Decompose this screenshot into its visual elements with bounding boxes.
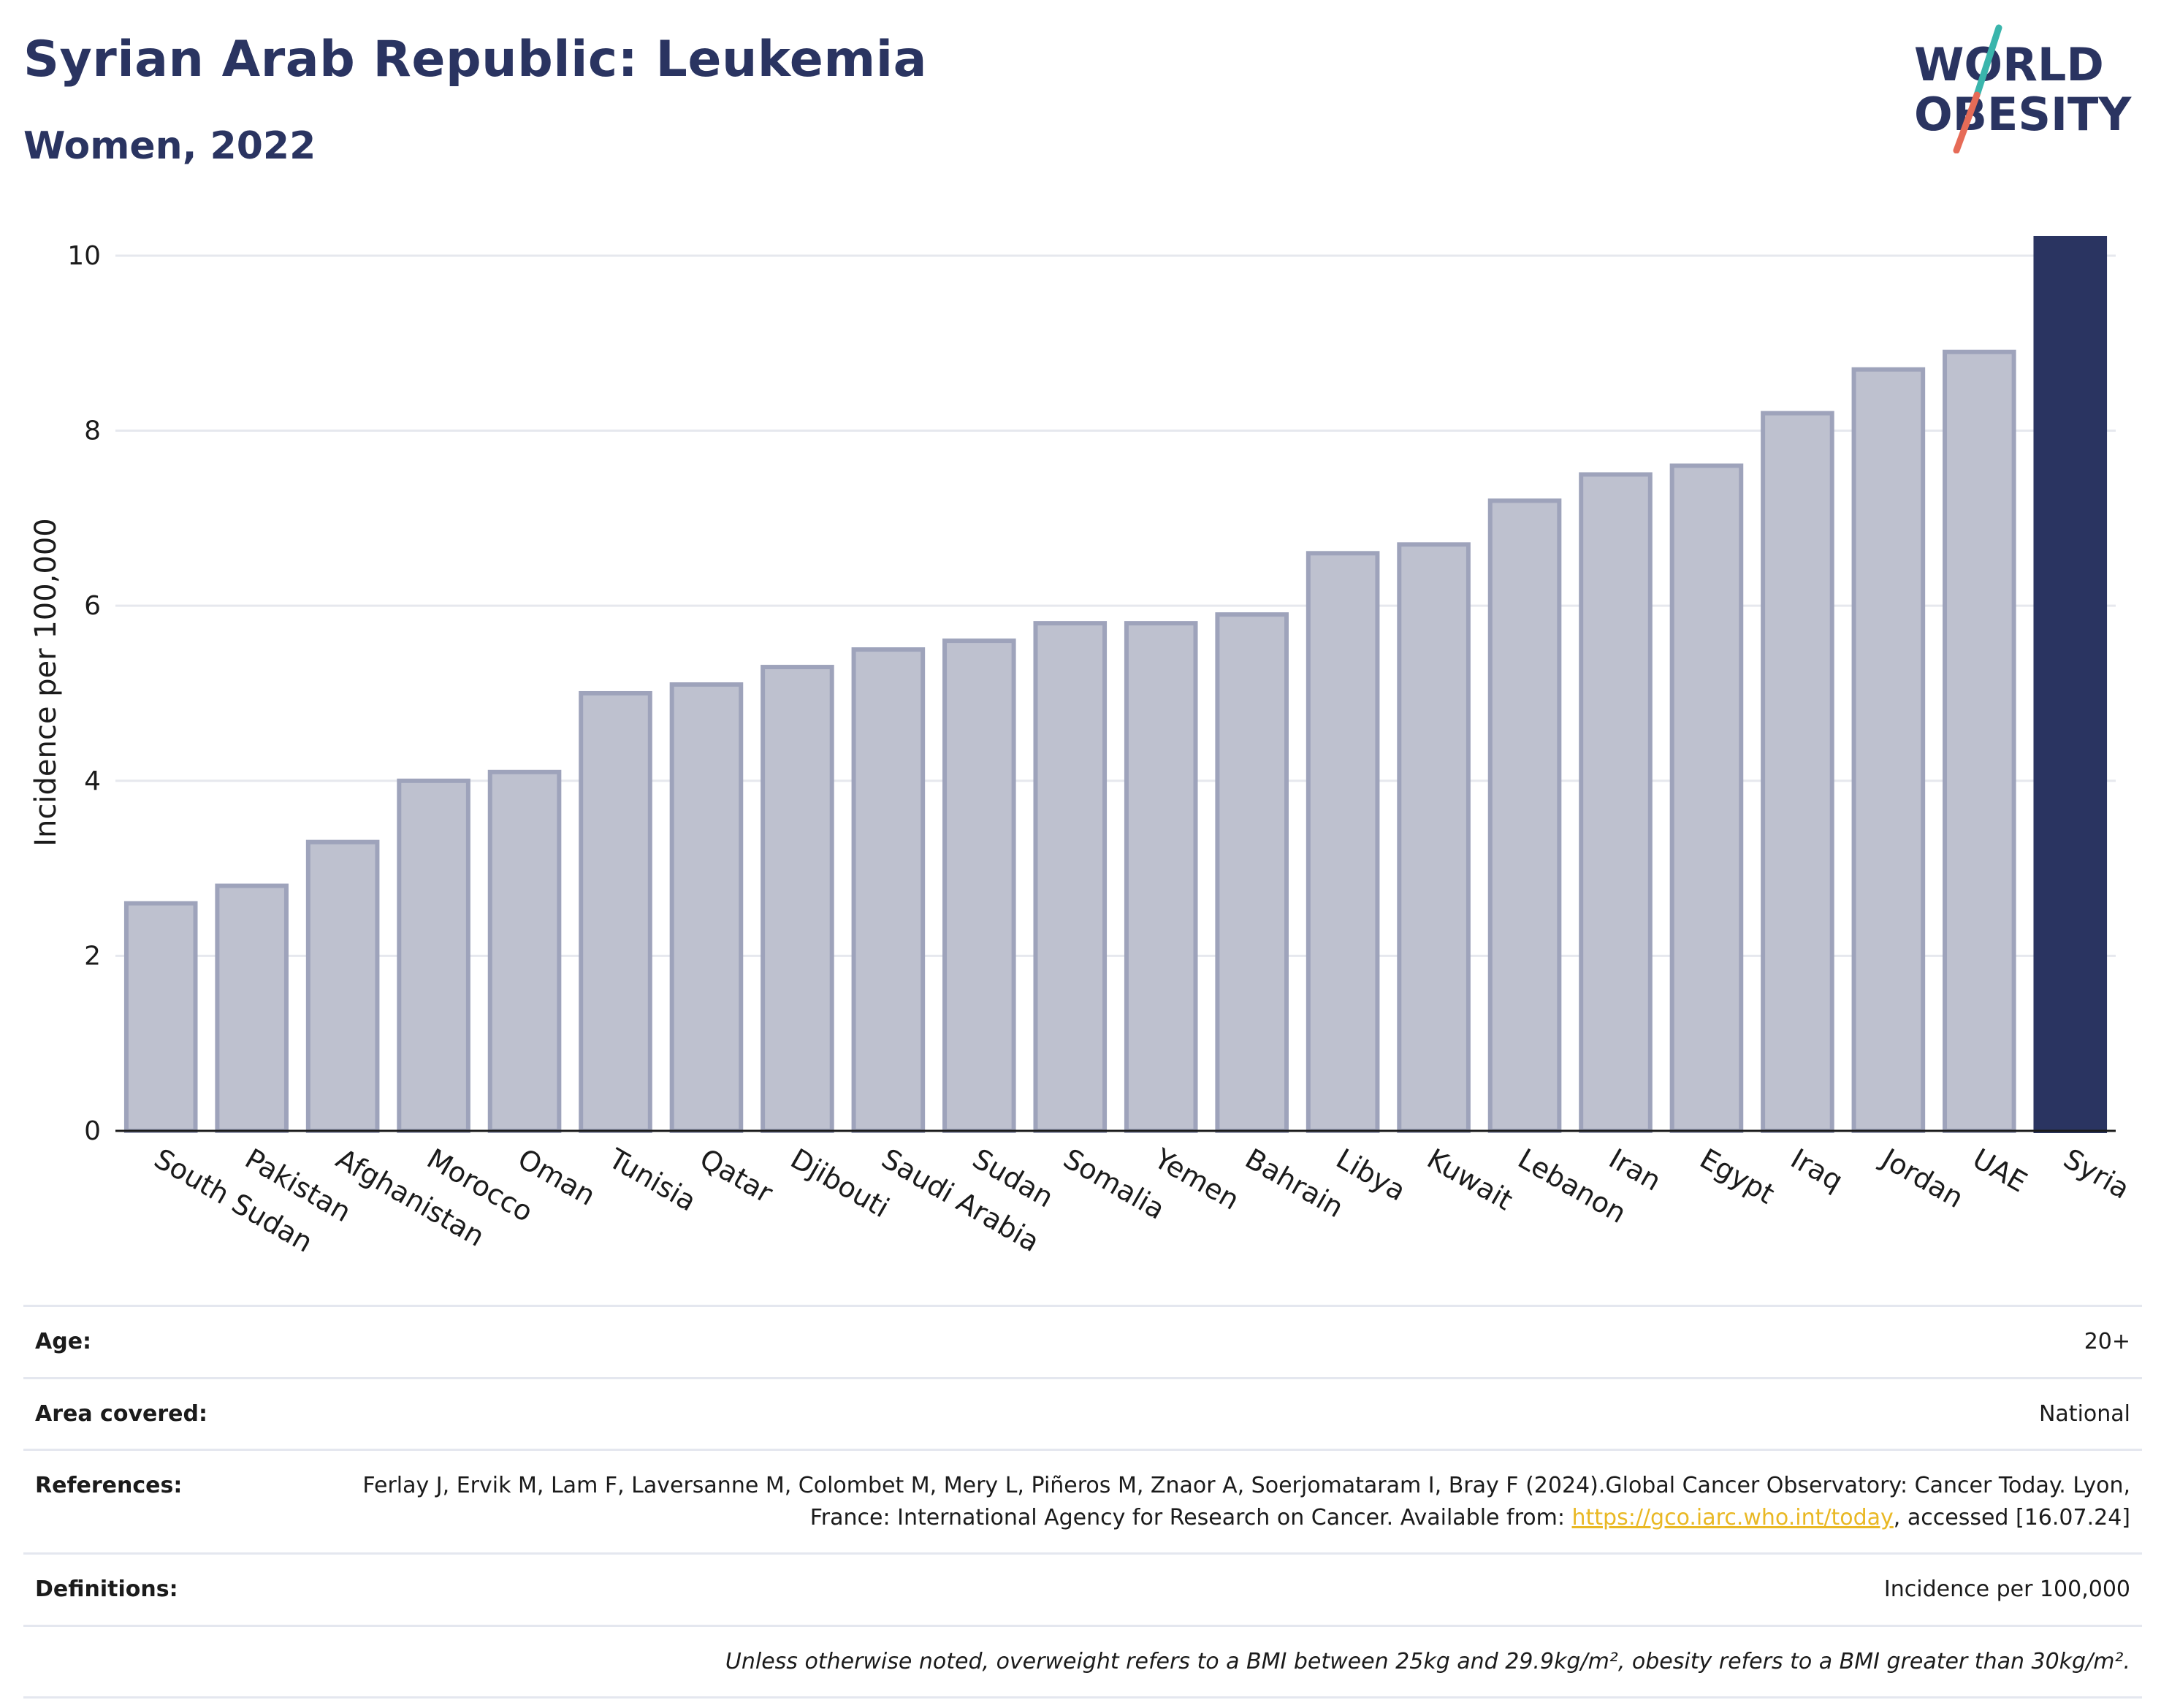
x-axis-labels: South SudanPakistanAfghanistanMoroccoOma… — [149, 1142, 2135, 1259]
x-tick-label: Iraq — [1785, 1143, 1848, 1197]
definitions-value: Incidence per 100,000 — [339, 1552, 2142, 1625]
x-tick-label: Iran — [1604, 1143, 1666, 1197]
y-axis-label: Incidence per 100,000 — [29, 518, 63, 847]
x-tick-label: Tunisia — [603, 1142, 701, 1218]
bars — [123, 235, 2108, 1134]
y-tick-label: 8 — [84, 416, 101, 446]
references-value: Ferlay J, Ervik M, Lam F, Laversanne M, … — [339, 1449, 2142, 1554]
y-tick-label: 6 — [84, 591, 101, 621]
bar-pakistan — [215, 883, 289, 1133]
references-link[interactable]: https://gco.iarc.who.int/today — [1571, 1504, 1894, 1530]
info-row-definitions: Definitions: Incidence per 100,000 — [23, 1552, 2142, 1625]
page-subtitle: Women, 2022 — [23, 124, 316, 168]
bar-chart: 0 2 4 6 8 10 South SudanPakistanAfghanistanMo… — [29, 235, 2135, 1259]
bar-lebanon — [1487, 498, 1562, 1133]
bar-djibouti — [761, 665, 834, 1133]
bar-syria — [2033, 235, 2108, 1134]
logo-line-1: WORLD — [1914, 38, 2104, 91]
info-row-note: Unless otherwise noted, overweight refer… — [23, 1624, 2142, 1699]
age-label: Age: — [23, 1305, 339, 1378]
bmi-note: Unless otherwise noted, overweight refer… — [339, 1624, 2142, 1699]
y-tick-label: 10 — [67, 241, 101, 271]
x-tick-label: Syria — [2058, 1143, 2135, 1205]
logo-slash-coral — [1953, 91, 1981, 153]
bar-morocco — [397, 778, 470, 1134]
bar-iran — [1579, 472, 1653, 1133]
bar-jordan — [1851, 367, 1926, 1134]
bar-south-sudan — [123, 901, 198, 1133]
bar-somalia — [1033, 621, 1108, 1133]
logo-line-2: OBESITY — [1914, 88, 2132, 141]
bar-qatar — [669, 682, 744, 1133]
references-text-1: Ferlay J, Ervik M, Lam F, Laversanne M, … — [362, 1473, 2130, 1530]
bar-sudan — [942, 638, 1016, 1133]
bar-uae — [1943, 349, 2016, 1134]
bar-afghanistan — [305, 839, 380, 1134]
x-tick-label: Bahrain — [1240, 1143, 1349, 1224]
bar-kuwait — [1397, 542, 1471, 1133]
y-tick-label: 2 — [84, 941, 101, 971]
definitions-label: Definitions: — [23, 1552, 339, 1625]
bar-bahrain — [1215, 612, 1289, 1133]
bar-libya — [1306, 551, 1380, 1134]
x-tick-label: Qatar — [694, 1143, 778, 1210]
page-title: Syrian Arab Republic: Leukemia — [23, 31, 927, 88]
bar-saudi-arabia — [851, 647, 926, 1133]
bar-iraq — [1761, 411, 1834, 1134]
info-row-age: Age: 20+ — [23, 1305, 2142, 1378]
age-value: 20+ — [339, 1305, 2142, 1378]
y-axis-ticks: 0 2 4 6 8 10 — [67, 241, 101, 1146]
x-tick-label: UAE — [1967, 1143, 2032, 1199]
area-value: National — [339, 1376, 2142, 1450]
bar-egypt — [1669, 463, 1744, 1134]
x-tick-label: Egypt — [1694, 1143, 1780, 1211]
references-label: References: — [23, 1449, 339, 1554]
world-obesity-logo: WORLD OBESITY — [1914, 24, 2132, 153]
y-tick-label: 0 — [84, 1116, 101, 1146]
bar-tunisia — [579, 690, 652, 1133]
bar-oman — [487, 769, 562, 1133]
x-tick-label: Somalia — [1058, 1143, 1170, 1226]
x-tick-label: Djibouti — [785, 1143, 895, 1224]
x-tick-label: Jordan — [1875, 1142, 1969, 1215]
info-row-area: Area covered: National — [23, 1376, 2142, 1450]
area-label: Area covered: — [23, 1376, 339, 1450]
logo-slash-teal — [1973, 24, 2002, 99]
x-tick-label: Kuwait — [1422, 1143, 1518, 1217]
y-tick-label: 4 — [84, 766, 101, 796]
info-table: Age: 20+ Area covered: National Referenc… — [23, 1305, 2142, 1699]
bar-yemen — [1124, 621, 1198, 1133]
references-text-2: , accessed [16.07.24] — [1893, 1504, 2130, 1530]
info-row-references: References: Ferlay J, Ervik M, Lam F, La… — [23, 1449, 2142, 1554]
